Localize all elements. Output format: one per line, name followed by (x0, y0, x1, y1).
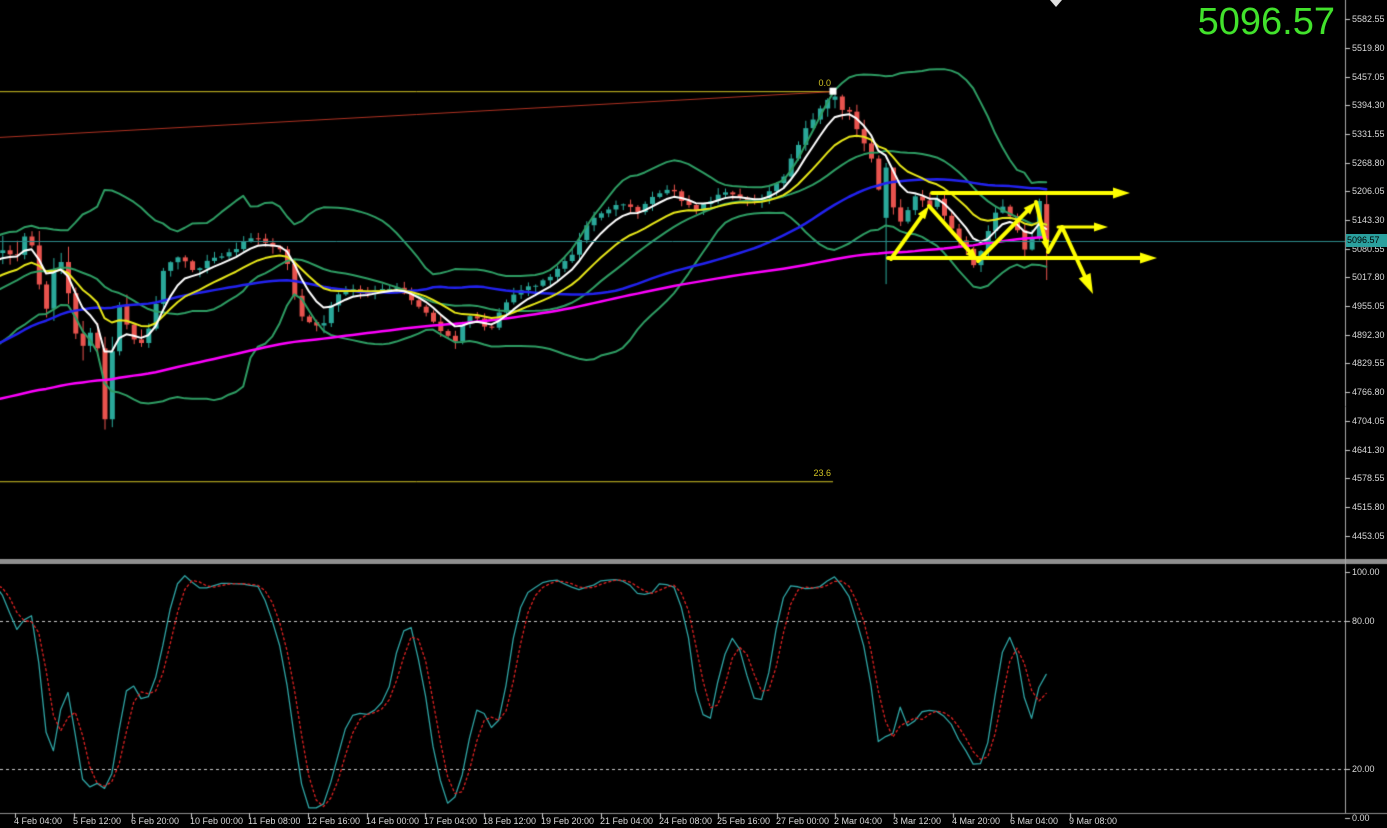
current-price-tag: 5096.57 (1346, 234, 1387, 247)
fib-level-0-label: 0.0 (818, 78, 831, 89)
fib-level-236-label: 23.6 (813, 468, 831, 479)
chart-top-marker-icon (1050, 0, 1062, 7)
current-price-display: 5096.57 (1197, 1, 1335, 43)
